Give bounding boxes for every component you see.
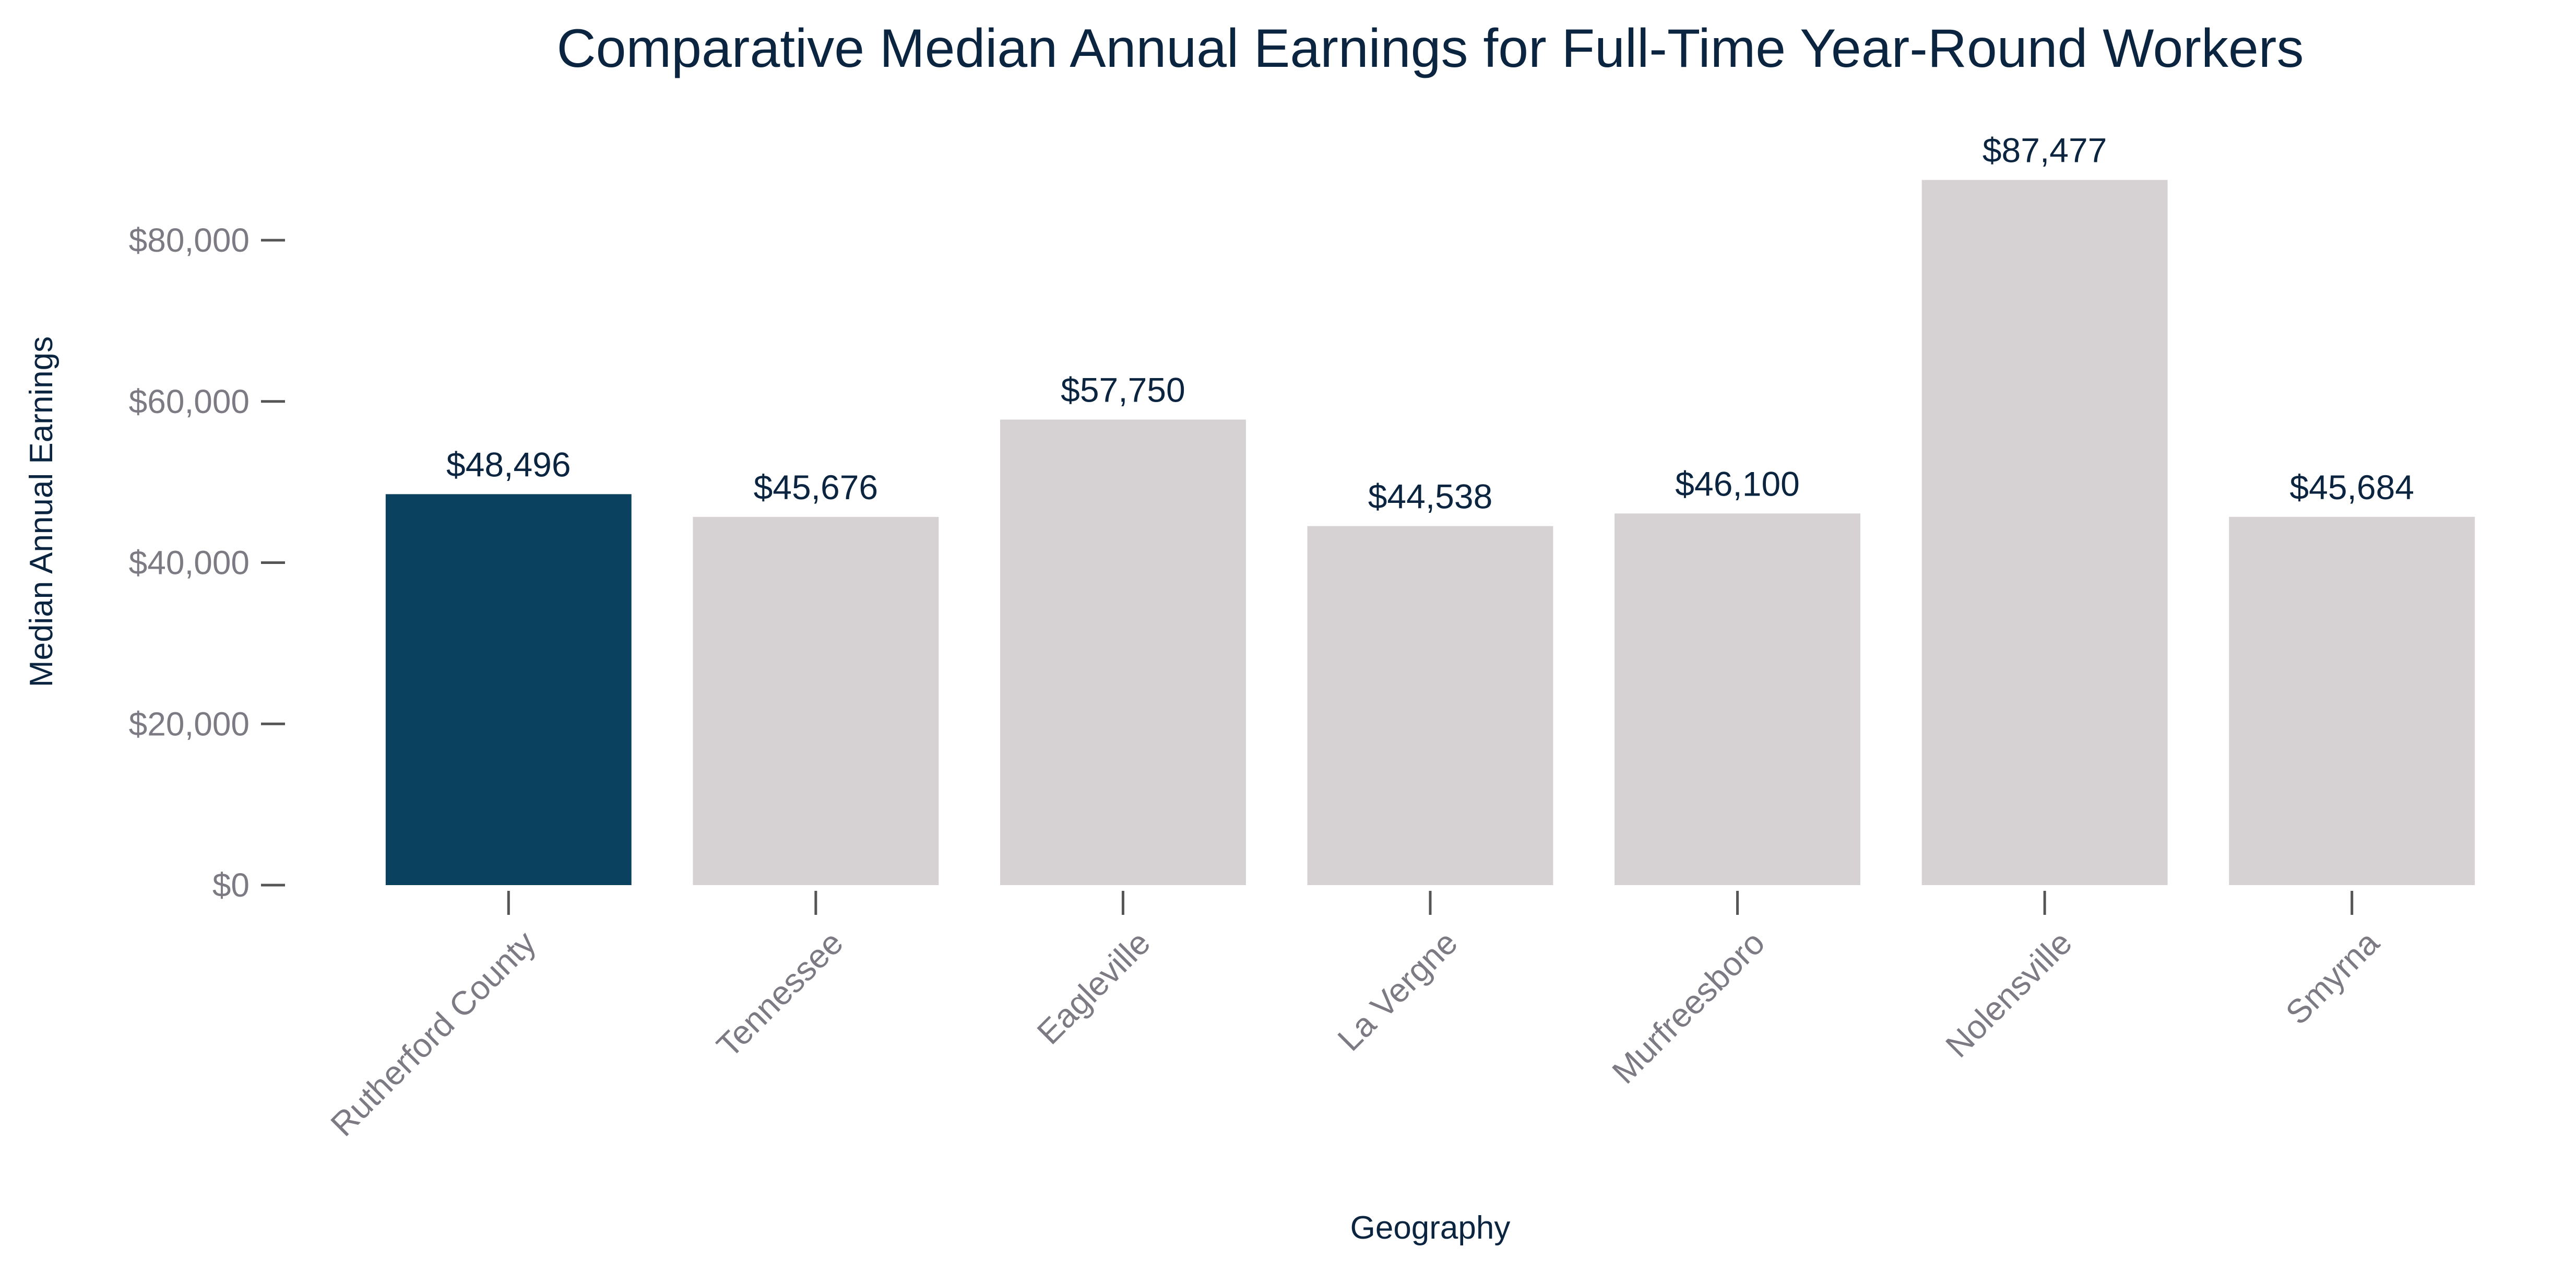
- x-tick-label: Smyrna: [2278, 924, 2387, 1032]
- bar-value-label: $48,496: [446, 445, 571, 484]
- bar: [693, 516, 939, 885]
- bar: [385, 494, 632, 885]
- y-tick-label: $80,000: [129, 221, 250, 259]
- bar: [2229, 516, 2475, 885]
- x-tick-label: Rutherford County: [324, 924, 543, 1144]
- y-tick-label: $60,000: [129, 383, 250, 420]
- x-axis: Rutherford County Tennessee Eagleville La V…: [324, 891, 2387, 1144]
- y-axis-label: Median Annual Earnings: [23, 336, 60, 687]
- x-axis-label: Geography: [1350, 1210, 1511, 1246]
- x-tick-label: La Vergne: [1331, 924, 1465, 1058]
- x-tick-label: Nolensville: [1938, 924, 2079, 1065]
- bar: [1000, 419, 1246, 885]
- y-tick-label: $20,000: [129, 705, 250, 743]
- x-tick-label: Eagleville: [1030, 924, 1158, 1052]
- bar-value-label: $45,676: [754, 468, 879, 507]
- bar-value-label: $44,538: [1368, 477, 1493, 515]
- bar-value-label: $46,100: [1675, 464, 1800, 503]
- bar-value-label: $87,477: [1983, 131, 2107, 170]
- y-tick-label: $40,000: [129, 544, 250, 582]
- x-tick-label: Tennessee: [709, 924, 850, 1065]
- chart-title: Comparative Median Annual Earnings for F…: [557, 18, 2304, 79]
- bar: [1615, 513, 1860, 885]
- bar-value-label: $45,684: [2289, 468, 2414, 507]
- bar-value-label: $57,750: [1061, 370, 1185, 409]
- y-axis: $0 $20,000 $40,000 $60,000 $80,000: [129, 221, 285, 904]
- bar: [1307, 526, 1553, 885]
- bar: [1921, 180, 2168, 885]
- y-tick-label: $0: [212, 866, 250, 904]
- x-tick-label: Murfreesboro: [1605, 924, 1772, 1091]
- bars: $48,496 $45,676 $57,750 $44,538 $46,100 $87,4…: [385, 131, 2475, 885]
